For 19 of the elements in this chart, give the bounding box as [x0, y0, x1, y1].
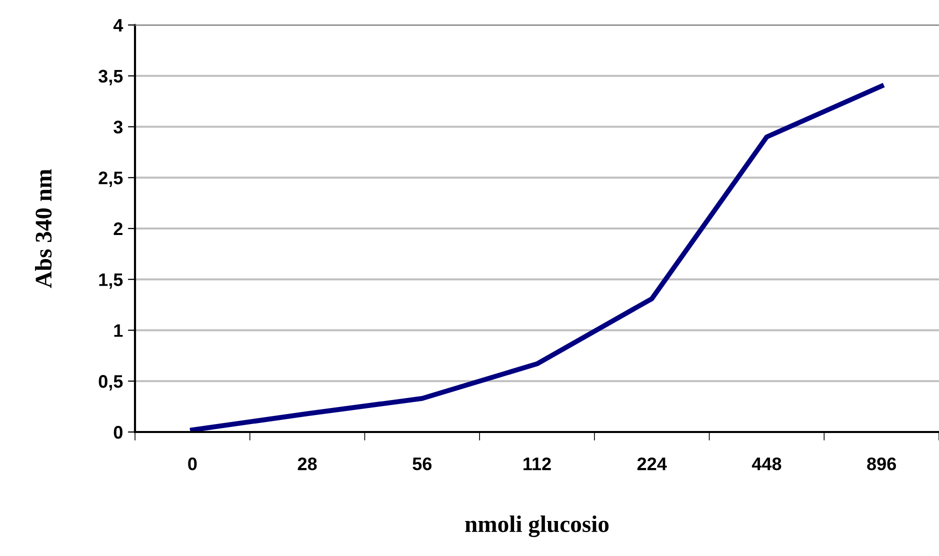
x-tick-label: 224	[637, 457, 667, 470]
y-tick-label: 0,5	[98, 375, 123, 390]
y-tick-label: 0	[114, 426, 122, 439]
y-tick-label: 4	[113, 19, 124, 32]
x-tick-label: 896	[867, 457, 896, 470]
y-tick-label: 3,5	[98, 70, 123, 86]
y-tick-label: 2,5	[98, 172, 123, 187]
x-tick-label: 56	[412, 457, 432, 470]
y-tick-label: 3	[114, 120, 123, 134]
y-tick-label: 1	[114, 324, 123, 337]
x-axis-title: nmoli glucosio	[465, 516, 609, 538]
line-series	[190, 84, 884, 432]
x-tick-label: 448	[752, 457, 782, 470]
x-tick-label: 0	[188, 457, 197, 470]
x-tick-label: 112	[524, 457, 551, 470]
y-tick-label: 2	[114, 222, 122, 236]
x-tick-label: 28	[298, 457, 317, 470]
y-axis-title: Abs 340 nm	[35, 169, 52, 288]
y-tick-label: 1,5	[99, 273, 123, 289]
